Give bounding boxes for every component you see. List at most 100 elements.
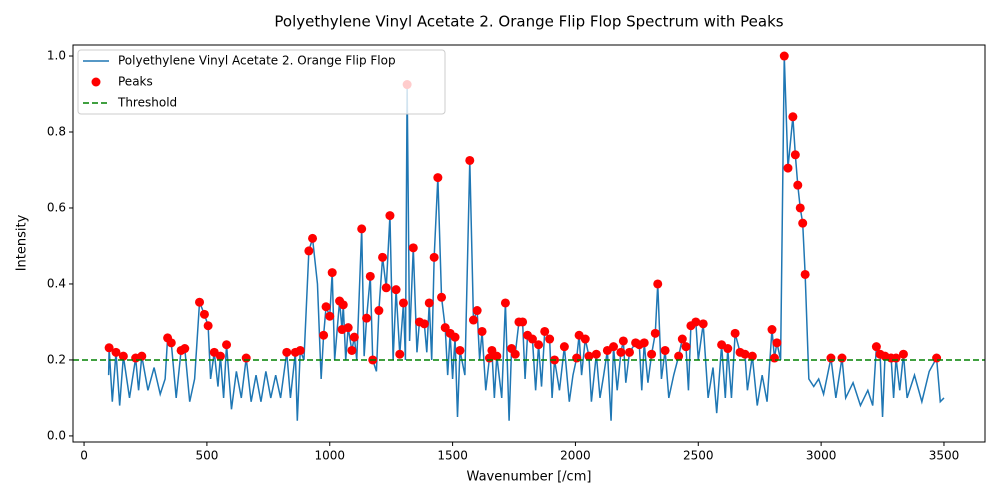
- peak-point: [203, 321, 213, 331]
- y-tick-label: 0.4: [47, 276, 66, 290]
- x-tick-label: 2500: [683, 449, 714, 463]
- peak-point: [374, 306, 384, 316]
- legend-label: Threshold: [117, 96, 177, 110]
- peak-point: [338, 300, 348, 310]
- peak-point: [674, 351, 684, 361]
- peak-point: [343, 323, 353, 333]
- peak-point: [304, 246, 314, 256]
- peak-point: [347, 345, 357, 355]
- peak-point: [769, 353, 779, 363]
- peak-point: [584, 351, 594, 361]
- peak-point: [639, 338, 649, 348]
- peak-point: [391, 285, 401, 295]
- peak-point: [790, 150, 800, 160]
- peak-point: [500, 298, 510, 308]
- peak-point: [137, 351, 147, 361]
- peak-point: [898, 349, 908, 359]
- peak-point: [321, 302, 331, 312]
- peak-point: [468, 315, 478, 325]
- peak-point: [616, 347, 626, 357]
- peak-point: [580, 334, 590, 344]
- peak-point: [932, 353, 942, 363]
- legend-label: Peaks: [118, 75, 153, 89]
- peak-point: [429, 252, 439, 262]
- plot-area: [73, 51, 985, 421]
- peak-point: [609, 342, 619, 352]
- peak-point: [779, 51, 789, 61]
- peak-point: [837, 353, 847, 363]
- peak-point: [698, 319, 708, 329]
- peak-point: [747, 351, 757, 361]
- peak-point: [510, 349, 520, 359]
- peak-point: [378, 252, 388, 262]
- x-axis-label: Wavenumber [/cm]: [467, 470, 592, 485]
- peak-point: [104, 343, 114, 353]
- legend-label: Polyethylene Vinyl Acetate 2. Orange Fli…: [118, 54, 396, 68]
- peak-point: [477, 326, 487, 336]
- peak-point: [195, 297, 205, 307]
- peak-point: [788, 112, 798, 122]
- peak-point: [624, 347, 634, 357]
- peak-point: [871, 342, 881, 352]
- peak-point: [534, 340, 544, 350]
- peak-point: [111, 347, 121, 357]
- peak-point: [572, 353, 582, 363]
- peak-point: [295, 345, 305, 355]
- peak-point: [465, 155, 475, 165]
- peak-point: [740, 349, 750, 359]
- peak-point: [653, 279, 663, 289]
- peak-point: [166, 338, 176, 348]
- peak-point: [518, 317, 528, 327]
- peak-point: [357, 224, 367, 234]
- peak-point: [472, 306, 482, 316]
- peak-point: [437, 292, 447, 302]
- peak-point: [730, 328, 740, 338]
- peak-point: [618, 336, 628, 346]
- peak-point: [395, 349, 405, 359]
- peak-point: [349, 332, 359, 342]
- peak-point: [419, 319, 429, 329]
- peak-point: [450, 332, 460, 342]
- peak-point: [591, 349, 601, 359]
- peak-point: [559, 342, 569, 352]
- peak-point: [180, 344, 190, 354]
- peak-point: [222, 340, 232, 350]
- legend-marker: [91, 77, 101, 87]
- y-tick-label: 0.0: [47, 428, 66, 442]
- x-tick-label: 2000: [560, 449, 591, 463]
- peak-point: [527, 334, 537, 344]
- peak-point: [681, 342, 691, 352]
- peak-point: [308, 233, 318, 243]
- peak-point: [327, 268, 337, 278]
- peak-point: [800, 269, 810, 279]
- plot-frame: [72, 44, 986, 443]
- x-tick-label: 500: [195, 449, 218, 463]
- peak-point: [325, 311, 335, 321]
- peak-point: [691, 317, 701, 327]
- x-tick-label: 3000: [806, 449, 837, 463]
- x-tick-label: 3500: [929, 449, 960, 463]
- y-tick-label: 0.2: [47, 352, 66, 366]
- peak-point: [433, 173, 443, 183]
- peak-point: [793, 180, 803, 190]
- peak-point: [424, 298, 434, 308]
- peak-point: [398, 298, 408, 308]
- y-tick-label: 0.8: [47, 124, 66, 138]
- peak-point: [492, 351, 502, 361]
- peak-point: [199, 309, 209, 319]
- x-tick-label: 0: [80, 449, 88, 463]
- x-tick-label: 1000: [314, 449, 345, 463]
- y-axis-label: Intensity: [15, 214, 30, 271]
- peak-point: [385, 211, 395, 221]
- peak-point: [723, 344, 733, 354]
- peak-point: [795, 203, 805, 213]
- peak-point: [798, 218, 808, 228]
- peak-point: [647, 349, 657, 359]
- peak-point: [408, 243, 418, 253]
- peak-point: [118, 351, 128, 361]
- y-tick-label: 1.0: [47, 49, 66, 63]
- peak-point: [455, 345, 465, 355]
- peak-point: [540, 326, 550, 336]
- peak-point: [241, 353, 251, 363]
